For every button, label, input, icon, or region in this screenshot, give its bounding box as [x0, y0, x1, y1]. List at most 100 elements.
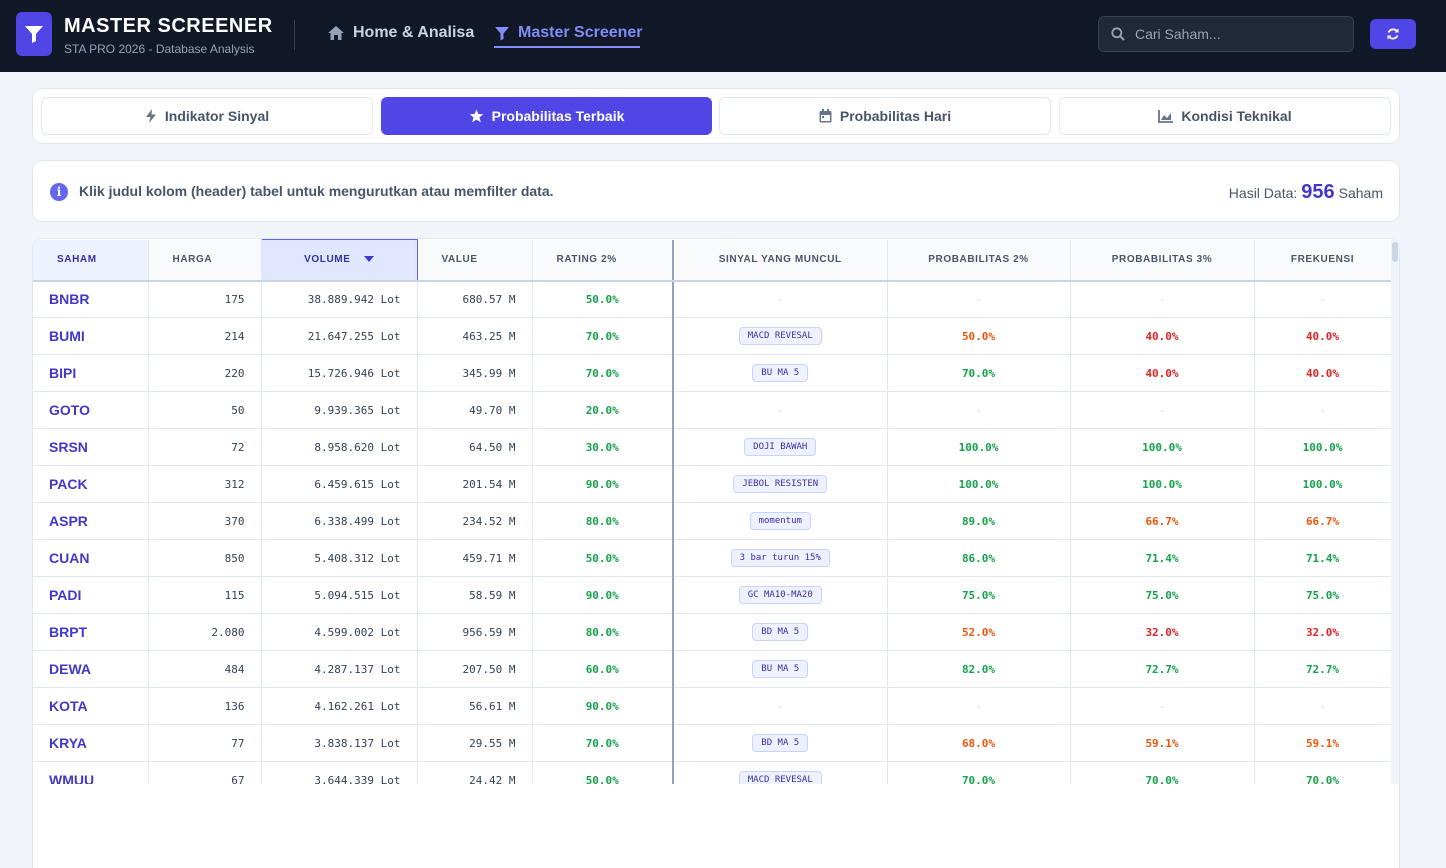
cell-sinyal: 3 bar turun 15% [673, 539, 888, 577]
cell-sinyal: - [673, 280, 888, 318]
column-header-harga[interactable]: HARGA [148, 239, 262, 282]
cell-value: 58.59 M [417, 576, 533, 614]
cell-value: 956.59 M [417, 613, 533, 651]
scrollbar-thumb[interactable] [1392, 242, 1398, 262]
column-header-volume[interactable]: VOLUME [260, 239, 418, 282]
table-row[interactable]: DEWA 484 4.287.137 Lot 207.50 M 60.0% BU MA 5… [33, 650, 1391, 688]
column-header-frekuensi[interactable]: FREKUENSI [1254, 239, 1391, 282]
tab-label: Probabilitas Terbaik [491, 108, 625, 124]
search-input[interactable] [1135, 26, 1335, 42]
cell-volume: 9.939.365 Lot [261, 391, 418, 429]
tab-indikator-sinyal[interactable]: Indikator Sinyal [41, 97, 373, 135]
cell-rating: 70.0% [532, 317, 674, 355]
search-box[interactable] [1098, 16, 1354, 52]
tab-probabilitas-terbaik[interactable]: Probabilitas Terbaik [381, 97, 712, 135]
cell-saham[interactable]: KOTA [33, 687, 149, 725]
cell-volume: 6.338.499 Lot [261, 502, 418, 540]
nav-home-link[interactable]: Home & Analisa [327, 22, 474, 44]
nav-master-screener-link[interactable]: Master Screener [494, 22, 643, 44]
cell-volume: 3.644.339 Lot [261, 761, 418, 784]
table-scrollbar[interactable] [1391, 240, 1399, 784]
table-row[interactable]: WMUU 67 3.644.339 Lot 24.42 M 50.0% MACD REVE… [33, 761, 1391, 784]
cell-harga: 175 [148, 280, 262, 318]
tab-label: Probabilitas Hari [839, 108, 952, 124]
cell-saham[interactable]: ASPR [33, 502, 149, 540]
cell-saham[interactable]: PADI [33, 576, 149, 614]
cell-prob3: 70.0% [1070, 761, 1255, 784]
cell-saham[interactable]: SRSN [33, 428, 149, 466]
table-row[interactable]: KOTA 136 4.162.261 Lot 56.61 M 90.0% - - - - [33, 687, 1391, 725]
app-title: MASTER SCREENER [64, 15, 273, 37]
cell-volume: 4.162.261 Lot [261, 687, 418, 725]
nav-active-underline [494, 46, 640, 48]
cell-saham[interactable]: BIPI [33, 354, 149, 392]
cell-volume: 15.726.946 Lot [261, 354, 418, 392]
cell-rating: 50.0% [532, 280, 674, 318]
cell-harga: 115 [148, 576, 262, 614]
cell-prob3: - [1070, 391, 1255, 429]
filter-icon [495, 27, 509, 41]
cell-saham[interactable]: WMUU [33, 761, 149, 784]
result-unit: Saham [1338, 185, 1383, 201]
table-row[interactable]: KRYA 77 3.838.137 Lot 29.55 M 70.0% BD MA 5 68… [33, 724, 1391, 762]
cell-saham[interactable]: BUMI [33, 317, 149, 355]
table-row[interactable]: ASPR 370 6.338.499 Lot 234.52 M 80.0% momentu… [33, 502, 1391, 540]
cell-harga: 220 [148, 354, 262, 392]
cell-frekuensi: - [1254, 391, 1391, 429]
cell-sinyal: momentum [673, 502, 888, 540]
info-message: Klik judul kolom (header) tabel untuk me… [79, 183, 554, 199]
table-row[interactable]: BIPI 220 15.726.946 Lot 345.99 M 70.0% BU MA … [33, 354, 1391, 392]
cell-harga: 67 [148, 761, 262, 784]
cell-volume: 3.838.137 Lot [261, 724, 418, 762]
cell-frekuensi: 32.0% [1254, 613, 1391, 651]
cell-prob2: - [887, 280, 1071, 318]
tab-probabilitas-hari[interactable]: Probabilitas Hari [719, 97, 1051, 135]
cell-harga: 136 [148, 687, 262, 725]
cell-saham[interactable]: KRYA [33, 724, 149, 762]
cell-frekuensi: 75.0% [1254, 576, 1391, 614]
table-row[interactable]: BUMI 214 21.647.255 Lot 463.25 M 70.0% MACD R… [33, 317, 1391, 355]
cell-value: 64.50 M [417, 428, 533, 466]
cell-sinyal: MACD REVESAL [673, 317, 888, 355]
cell-saham[interactable]: DEWA [33, 650, 149, 688]
table-scroll-area[interactable]: SAHAM HARGA VOLUME VALUE RATING 2% SINYA… [33, 239, 1391, 784]
cell-volume: 21.647.255 Lot [261, 317, 418, 355]
table-row[interactable]: PADI 115 5.094.515 Lot 58.59 M 90.0% GC MA10-… [33, 576, 1391, 614]
cell-saham[interactable]: BRPT [33, 613, 149, 651]
column-header-prob2[interactable]: PROBABILITAS 2% [887, 239, 1071, 282]
nav-home-label: Home & Analisa [353, 24, 475, 41]
cell-volume: 4.287.137 Lot [261, 650, 418, 688]
column-header-value[interactable]: VALUE [417, 239, 533, 282]
tab-bar: Indikator Sinyal Probabilitas Terbaik Pr… [32, 88, 1400, 144]
cell-harga: 370 [148, 502, 262, 540]
tab-kondisi-teknikal[interactable]: Kondisi Teknikal [1059, 97, 1391, 135]
table-row[interactable]: BNBR 175 38.889.942 Lot 680.57 M 50.0% - - - - [33, 280, 1391, 318]
column-header-sinyal[interactable]: SINYAL YANG MUNCUL [673, 239, 888, 282]
result-label: Hasil Data: [1228, 185, 1298, 201]
column-header-saham[interactable]: SAHAM [33, 239, 149, 282]
cell-volume: 38.889.942 Lot [261, 280, 418, 318]
cell-saham[interactable]: CUAN [33, 539, 149, 577]
cell-saham[interactable]: GOTO [33, 391, 149, 429]
table-row[interactable]: BRPT 2.080 4.599.002 Lot 956.59 M 80.0% BD MA… [33, 613, 1391, 651]
cell-rating: 80.0% [532, 613, 674, 651]
cell-harga: 214 [148, 317, 262, 355]
cell-prob2: 68.0% [887, 724, 1071, 762]
cell-saham[interactable]: BNBR [33, 280, 149, 318]
table-row[interactable]: GOTO 50 9.939.365 Lot 49.70 M 20.0% - - - - [33, 391, 1391, 429]
column-header-prob3[interactable]: PROBABILITAS 3% [1070, 239, 1255, 282]
screener-table-card: SAHAM HARGA VOLUME VALUE RATING 2% SINYA… [32, 238, 1400, 868]
cell-sinyal: DOJI BAWAH [673, 428, 888, 466]
table-row[interactable]: CUAN 850 5.408.312 Lot 459.71 M 50.0% 3 bar t… [33, 539, 1391, 577]
cell-saham[interactable]: PACK [33, 465, 149, 503]
cell-value: 24.42 M [417, 761, 533, 784]
cell-sinyal: MACD REVESAL [673, 761, 888, 784]
cell-harga: 312 [148, 465, 262, 503]
table-row[interactable]: PACK 312 6.459.615 Lot 201.54 M 90.0% JEBOL R… [33, 465, 1391, 503]
cell-prob3: 71.4% [1070, 539, 1255, 577]
cell-prob2: 75.0% [887, 576, 1071, 614]
table-row[interactable]: SRSN 72 8.958.620 Lot 64.50 M 30.0% DOJI BAWA… [33, 428, 1391, 466]
column-header-rating[interactable]: RATING 2% [532, 239, 674, 282]
cell-volume: 8.958.620 Lot [261, 428, 418, 466]
refresh-button[interactable] [1370, 19, 1416, 49]
